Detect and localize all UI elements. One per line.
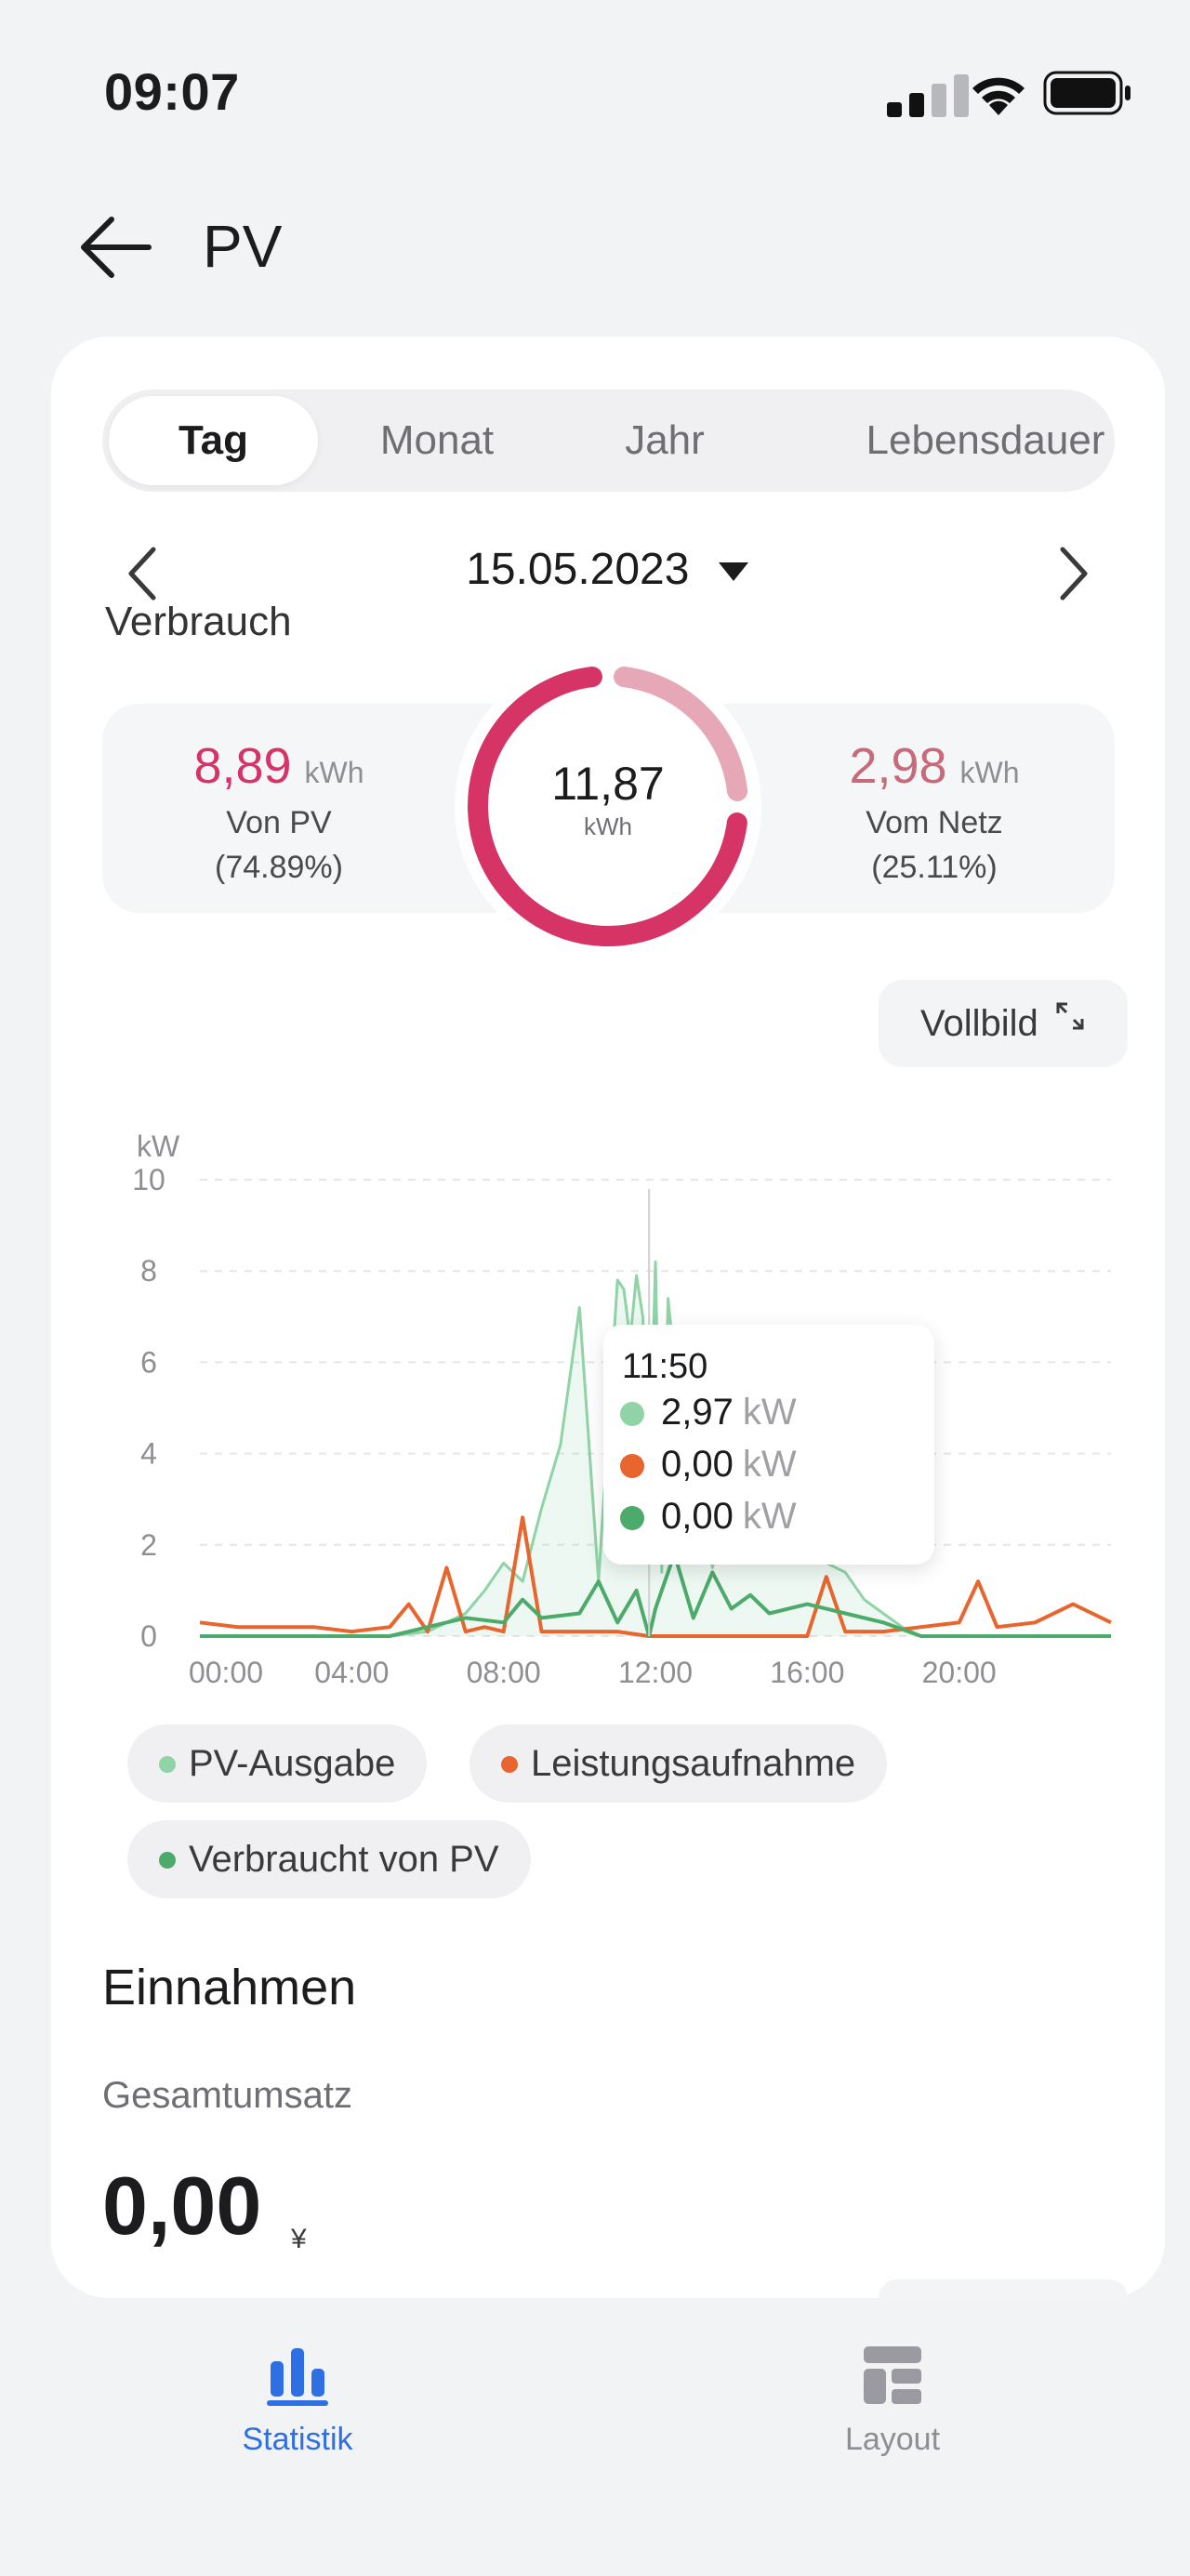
legend-label-self: Verbraucht von PV xyxy=(189,1839,499,1880)
total-revenue-label: Gesamtumsatz xyxy=(102,2075,352,2116)
donut-total-unit: kWh xyxy=(584,812,632,840)
tooltip-row-pv: 2,97 kW xyxy=(620,1392,797,1433)
pv-consumption-value: 8,89 xyxy=(193,738,292,794)
expand-icon xyxy=(1056,1002,1084,1030)
x-tick-label: 20:00 xyxy=(922,1656,997,1684)
legend-power-consumption[interactable]: Leistungsaufnahme xyxy=(469,1724,888,1803)
pv-consumption-label: Von PV xyxy=(226,805,332,840)
grid-consumption-label: Vom Netz xyxy=(866,805,1003,840)
donut-total-value: 11,87 xyxy=(551,758,665,810)
tooltip-unit-pv: kW xyxy=(742,1392,797,1433)
partial-button[interactable] xyxy=(879,2279,1128,2298)
date-navigation: 15.05.2023 xyxy=(51,527,1165,620)
status-time: 09:07 xyxy=(104,62,240,121)
tooltip-unit-self: kW xyxy=(742,1496,797,1537)
bottom-nav: Statistik Layout xyxy=(0,2298,1190,2576)
donut-chart xyxy=(468,667,748,946)
tooltip-value-load: 0,00 xyxy=(661,1444,734,1485)
bar-chart-icon xyxy=(267,2348,328,2406)
nav-label-statistik: Statistik xyxy=(242,2422,353,2457)
series-line-power-consumption xyxy=(199,1515,1112,1638)
tab-tag[interactable]: Tag xyxy=(109,396,318,485)
pv-consumption-unit: kWh xyxy=(304,756,364,789)
legend-pv-output[interactable]: PV-Ausgabe xyxy=(127,1724,428,1803)
date-selector[interactable]: 15.05.2023 xyxy=(51,544,1165,595)
tooltip-dot-load xyxy=(620,1454,644,1478)
tab-monat[interactable]: Monat xyxy=(379,417,495,463)
donut-pv-arc xyxy=(468,667,747,946)
legend-dot-pv xyxy=(159,1756,176,1773)
grid-consumption-percent: (25.11%) xyxy=(871,850,998,885)
date-text: 15.05.2023 xyxy=(466,545,690,594)
pv-consumption-percent: (74.89%) xyxy=(215,850,343,885)
y-tick-label: 4 xyxy=(140,1437,157,1471)
fullscreen-label: Vollbild xyxy=(920,1003,1038,1044)
dropdown-caret-icon xyxy=(718,562,748,581)
x-tick-label: 00:00 xyxy=(189,1656,263,1684)
tooltip-value-pv: 2,97 xyxy=(661,1392,734,1433)
legend-dot-load xyxy=(501,1756,518,1773)
y-tick-label: 8 xyxy=(140,1254,157,1288)
y-tick-label: 0 xyxy=(140,1619,157,1653)
x-tick-label: 12:00 xyxy=(618,1656,693,1684)
grid-consumption-unit: kWh xyxy=(959,756,1020,789)
legend-self-consumed[interactable]: Verbraucht von PV xyxy=(127,1820,531,1898)
tab-jahr[interactable]: Jahr xyxy=(625,417,705,463)
tooltip-value-self: 0,00 xyxy=(661,1496,734,1537)
x-tick-label: 08:00 xyxy=(467,1656,541,1684)
prev-date-chevron-icon[interactable] xyxy=(124,544,161,603)
consumption-donut: 11,87 kWh xyxy=(455,653,761,959)
tooltip-row-load: 0,00 kW xyxy=(620,1444,797,1486)
tab-lebensdauer[interactable]: Lebensdauer xyxy=(866,417,1105,463)
x-tick-label: 04:00 xyxy=(314,1656,389,1684)
total-revenue-value: 0,00 xyxy=(102,2160,262,2252)
wifi-icon xyxy=(972,77,1025,115)
tooltip-dot-pv xyxy=(620,1402,644,1426)
layout-icon xyxy=(864,2346,921,2404)
period-tabs: Tag Monat Jahr Lebensdauer xyxy=(102,390,1115,492)
page-title: PV xyxy=(203,213,283,280)
legend-dot-self xyxy=(159,1852,176,1869)
nav-label-layout: Layout xyxy=(844,2422,941,2457)
y-tick-label: 10 xyxy=(132,1163,165,1196)
signal-icon xyxy=(887,74,969,117)
x-tick-label: 16:00 xyxy=(770,1656,844,1684)
tooltip-time: 11:50 xyxy=(622,1347,708,1386)
section-label-partial: Verbrauch xyxy=(105,599,292,644)
income-title: Einnahmen xyxy=(102,1960,357,2015)
battery-icon xyxy=(1043,71,1130,115)
next-date-chevron-icon[interactable] xyxy=(1055,544,1092,603)
nav-statistik[interactable]: Statistik xyxy=(149,2345,446,2458)
back-arrow-icon[interactable] xyxy=(78,212,152,286)
currency-symbol: ¥ xyxy=(291,2224,307,2254)
legend-label-load: Leistungsaufnahme xyxy=(531,1743,856,1784)
y-tick-label: 2 xyxy=(140,1528,157,1562)
nav-layout[interactable]: Layout xyxy=(744,2345,1041,2458)
chart-tooltip: 11:50 2,97 kW 0,00 kW 0,00 kW xyxy=(603,1325,934,1565)
legend-label-pv: PV-Ausgabe xyxy=(189,1743,396,1784)
series-line-self-consumed xyxy=(200,1552,1111,1638)
donut-grid-arc xyxy=(614,667,748,801)
tooltip-row-self: 0,00 kW xyxy=(620,1496,797,1538)
fullscreen-button[interactable]: Vollbild xyxy=(879,980,1128,1067)
statistics-card: Tag Monat Jahr Lebensdauer Verbrauch 15.… xyxy=(51,337,1165,2298)
tooltip-dot-self xyxy=(620,1506,644,1530)
y-tick-label: 6 xyxy=(140,1345,157,1379)
y-axis-label: kW xyxy=(137,1129,180,1163)
grid-consumption-value: 2,98 xyxy=(849,738,947,794)
tooltip-unit-load: kW xyxy=(742,1444,797,1485)
